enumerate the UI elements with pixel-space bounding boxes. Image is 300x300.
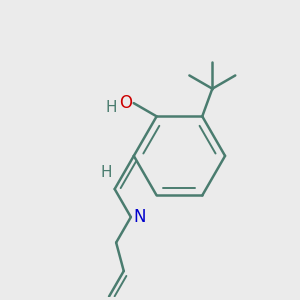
- Text: N: N: [133, 208, 146, 226]
- Text: H: H: [100, 165, 112, 180]
- Text: O: O: [119, 94, 133, 112]
- Text: H: H: [106, 100, 118, 115]
